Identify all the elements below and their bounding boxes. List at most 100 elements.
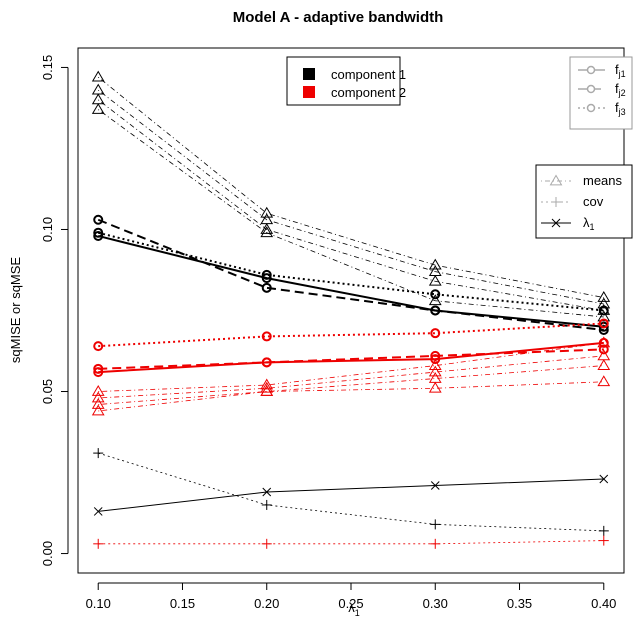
x-tick-label: 0.35 [507,596,532,611]
series-line [98,381,604,412]
series-means-component-2-5 [91,349,611,403]
legend-label-fj3: fj3 [615,100,626,117]
series-line [98,341,604,374]
legend-params-keys [541,174,571,228]
data-point-circle [93,341,104,352]
data-point-circle [93,363,104,374]
data-point-triangle [260,206,274,218]
series-means-component-1-0 [91,70,611,302]
data-point-triangle [260,385,274,396]
data-point-triangle [428,294,442,306]
series-fj-component-2-f_j2 [93,344,609,374]
legend-label-fj2-base: f [615,81,619,96]
data-point-circle [261,273,272,284]
legend-label-fj3-base: f [615,100,619,115]
series-line [97,99,604,311]
legend-label-lambda: λ1 [583,215,595,232]
legend-key-param-2 [541,197,571,207]
series-line [97,218,604,331]
data-point-triangle [91,83,105,95]
data-point-circle [598,324,609,335]
series-line [97,76,604,298]
series-means-component-1-2 [91,93,611,315]
data-point-cross [430,481,440,490]
legend-key-param-1 [541,174,571,186]
data-point-triangle [549,174,563,186]
x-axis-label-symbol: λ [348,600,355,615]
legend-params: means cov λ1 [535,164,633,239]
legend-label-fj2: fj2 [615,81,626,98]
data-point-triangle [428,265,442,276]
chart-title: Model A - adaptive bandwidth [233,9,444,26]
legend-label-component-1: component 1 [331,67,406,82]
data-point-circle [261,357,272,368]
data-point-triangle [597,297,611,309]
plot-frame [77,47,625,574]
series-means-component-1-3 [91,103,611,322]
legend-key-fj3 [578,103,605,113]
series-fj-component-2-f_j3 [93,318,609,352]
legend-label-fj1-sub: j1 [618,69,626,79]
data-point-plus [93,538,104,549]
data-point-circle [598,337,609,348]
data-point-circle [430,289,441,300]
series-line [98,322,604,348]
series-fj-component-1-f_j1 [93,230,609,332]
legend-swatch-component-1 [303,68,315,80]
legend-label-fj3-sub: j3 [618,107,626,117]
data-point-plus [261,499,272,510]
x-axis: 0.10 0.15 0.20 0.25 0.30 0.35 0.40 [86,582,616,611]
legend-key-param-3 [541,218,571,228]
data-point-triangle [597,291,611,302]
data-point-circle [261,282,272,293]
data-point-triangle [91,385,105,396]
series-line [98,478,604,512]
series-line [97,89,604,305]
series-line [97,234,604,328]
legend-label-means: means [583,173,623,188]
data-point-cross [93,507,103,516]
series-line [97,109,604,318]
data-point-triangle [260,381,274,393]
data-point-triangle [597,310,611,322]
legend-key-fj2 [578,84,605,94]
legend-fj-box [569,56,633,130]
data-point-plus [261,538,272,549]
legend-key-circle [586,103,596,113]
data-point-triangle [428,274,442,286]
data-point-plus [598,525,609,536]
data-point-triangle [91,93,105,105]
series-line [98,452,604,532]
series-cov-component-2-1 [93,535,609,549]
series-fj-component-1-f_j3 [93,227,609,316]
data-point-triangle [260,385,274,396]
legend-key-circle [586,65,596,75]
series-fj-component-2-f_j1 [93,337,609,378]
x-axis-label-subscript: 1 [355,608,360,618]
data-point-circle [93,227,104,238]
series-line [98,355,604,399]
data-point-triangle [428,365,442,377]
data-point-triangle [260,226,274,238]
legend-label-fj2-sub: j2 [618,88,626,98]
series-fj-component-1-f_j2 [93,214,609,335]
legend-key-fj1 [578,65,605,75]
data-point-triangle [428,372,442,383]
data-point-cross [599,474,609,484]
data-point-plus [598,535,609,546]
data-point-circle [430,305,441,316]
data-point-triangle [428,381,442,393]
series-means-component-1-1 [91,83,611,309]
data-point-triangle [260,213,274,225]
legend-fj: fj1 fj2 fj3 [569,56,633,130]
y-axis-label: sqMISE or sqMSE [8,257,23,364]
series-line [98,365,604,405]
data-point-triangle [260,378,274,390]
data-point-plus [93,448,104,459]
legend-label-lambda-base: λ [583,215,590,230]
legend-components: component 1 component 2 [286,56,406,106]
data-point-plus [430,538,441,549]
data-point-circle [93,214,104,225]
legend-fj-keys [578,65,605,113]
series-layer [91,70,611,549]
